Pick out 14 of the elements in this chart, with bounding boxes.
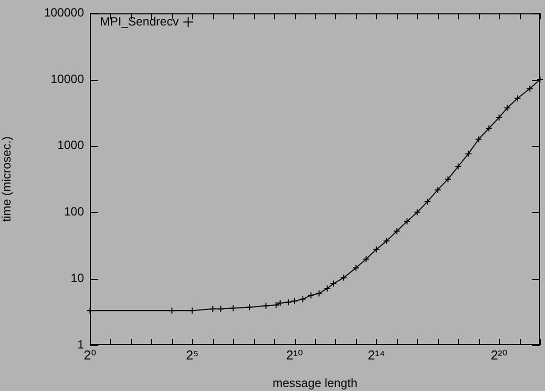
legend-label: MPI_Sendrecv xyxy=(100,14,179,28)
x-tick-label: 2¹⁴ xyxy=(368,347,385,362)
x-tick-label: 2⁰ xyxy=(84,347,96,362)
x-tick-label: 2²⁰ xyxy=(490,347,508,362)
x-tick-label: 2¹⁰ xyxy=(286,347,303,362)
x-tick-label: 2⁵ xyxy=(186,347,199,362)
y-tick-label: 10 xyxy=(70,270,84,285)
y-tick-label: 1000 xyxy=(57,138,84,152)
y-tick-label: 100000 xyxy=(44,6,84,20)
y-tick-label: 100 xyxy=(64,204,84,219)
y-tick-label: 1 xyxy=(77,337,84,352)
x-axis-title: message length xyxy=(272,376,358,390)
y-tick-label: 10000 xyxy=(50,72,84,86)
y-axis-title: time (microsec.) xyxy=(0,136,14,222)
